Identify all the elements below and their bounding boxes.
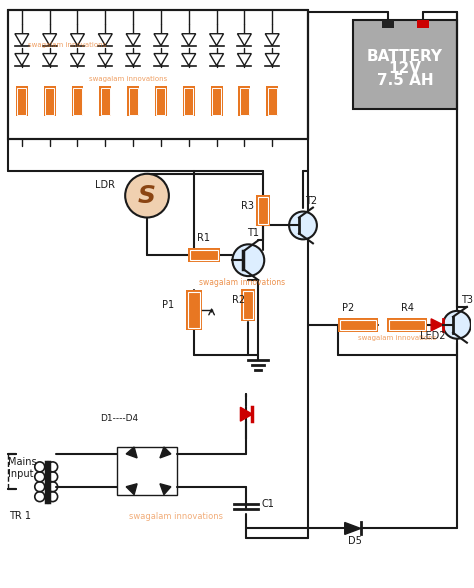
Polygon shape xyxy=(154,54,168,65)
Bar xyxy=(340,320,375,330)
Polygon shape xyxy=(43,34,56,46)
Polygon shape xyxy=(126,54,140,65)
Bar xyxy=(117,447,177,495)
Bar xyxy=(16,86,28,116)
Text: D1----D4: D1----D4 xyxy=(100,414,138,423)
Polygon shape xyxy=(431,319,443,331)
Bar xyxy=(212,88,221,115)
Bar xyxy=(243,291,253,319)
Circle shape xyxy=(443,311,471,339)
Text: R1: R1 xyxy=(197,233,210,243)
Bar xyxy=(188,248,219,262)
Polygon shape xyxy=(240,407,252,421)
Text: TR 1: TR 1 xyxy=(9,510,31,520)
Polygon shape xyxy=(265,54,279,65)
Text: swagalam innovations: swagalam innovations xyxy=(28,42,106,48)
Text: swagalam innovations: swagalam innovations xyxy=(199,278,285,287)
Bar xyxy=(258,196,268,225)
Text: BATTERY: BATTERY xyxy=(367,49,443,64)
Text: P2: P2 xyxy=(342,303,354,313)
Bar xyxy=(45,88,54,115)
Bar xyxy=(268,88,277,115)
Bar xyxy=(190,250,218,260)
Bar xyxy=(238,86,250,116)
Bar xyxy=(210,86,222,116)
Text: T3: T3 xyxy=(461,295,473,305)
Bar xyxy=(417,20,429,28)
Text: R3: R3 xyxy=(241,201,255,211)
Text: P1: P1 xyxy=(162,300,174,310)
Bar xyxy=(100,86,111,116)
Text: Mains
Input: Mains Input xyxy=(8,457,36,479)
Bar xyxy=(101,88,110,115)
Text: 7.5 AH: 7.5 AH xyxy=(376,73,433,88)
Polygon shape xyxy=(210,54,224,65)
Polygon shape xyxy=(345,523,361,534)
Bar xyxy=(186,290,201,330)
Polygon shape xyxy=(160,484,171,495)
Bar xyxy=(73,88,82,115)
Text: T1: T1 xyxy=(247,228,259,238)
Polygon shape xyxy=(210,34,224,46)
Text: LDR: LDR xyxy=(95,180,115,190)
Text: R4: R4 xyxy=(401,303,414,313)
Polygon shape xyxy=(98,54,112,65)
Bar xyxy=(72,86,83,116)
Text: 12V: 12V xyxy=(388,61,421,76)
Polygon shape xyxy=(182,34,196,46)
Bar xyxy=(266,86,278,116)
Circle shape xyxy=(232,245,264,276)
Polygon shape xyxy=(160,447,171,458)
Bar xyxy=(44,86,55,116)
Text: R2: R2 xyxy=(232,295,246,305)
Polygon shape xyxy=(265,34,279,46)
Polygon shape xyxy=(126,447,137,458)
Bar xyxy=(188,292,200,328)
Bar xyxy=(338,318,377,332)
Polygon shape xyxy=(154,34,168,46)
Text: swagalam innovations: swagalam innovations xyxy=(90,76,168,82)
Text: C1: C1 xyxy=(261,499,274,509)
Bar xyxy=(184,88,193,115)
Bar xyxy=(387,318,427,332)
Polygon shape xyxy=(43,54,56,65)
Text: LED2: LED2 xyxy=(420,330,446,340)
Polygon shape xyxy=(15,54,29,65)
Polygon shape xyxy=(126,34,140,46)
Bar xyxy=(240,88,249,115)
Bar xyxy=(127,86,139,116)
Polygon shape xyxy=(15,34,29,46)
Bar xyxy=(155,86,167,116)
Bar xyxy=(128,88,137,115)
Polygon shape xyxy=(237,34,251,46)
Polygon shape xyxy=(237,54,251,65)
Bar xyxy=(183,86,195,116)
Bar xyxy=(383,20,394,28)
Bar xyxy=(353,20,457,109)
Bar xyxy=(256,195,270,226)
Circle shape xyxy=(289,212,317,239)
Bar xyxy=(18,88,27,115)
Bar xyxy=(156,88,165,115)
Text: D5: D5 xyxy=(348,536,362,546)
Text: T2: T2 xyxy=(305,196,317,206)
Polygon shape xyxy=(71,54,84,65)
Circle shape xyxy=(125,174,169,218)
Text: S: S xyxy=(138,183,156,208)
Polygon shape xyxy=(182,54,196,65)
Polygon shape xyxy=(71,34,84,46)
Text: swagalam innovations: swagalam innovations xyxy=(358,335,436,340)
Bar xyxy=(390,320,425,330)
Polygon shape xyxy=(126,484,137,495)
Bar xyxy=(8,10,308,139)
Text: swagalam innovations: swagalam innovations xyxy=(129,512,223,520)
Polygon shape xyxy=(98,34,112,46)
Bar xyxy=(241,289,255,321)
